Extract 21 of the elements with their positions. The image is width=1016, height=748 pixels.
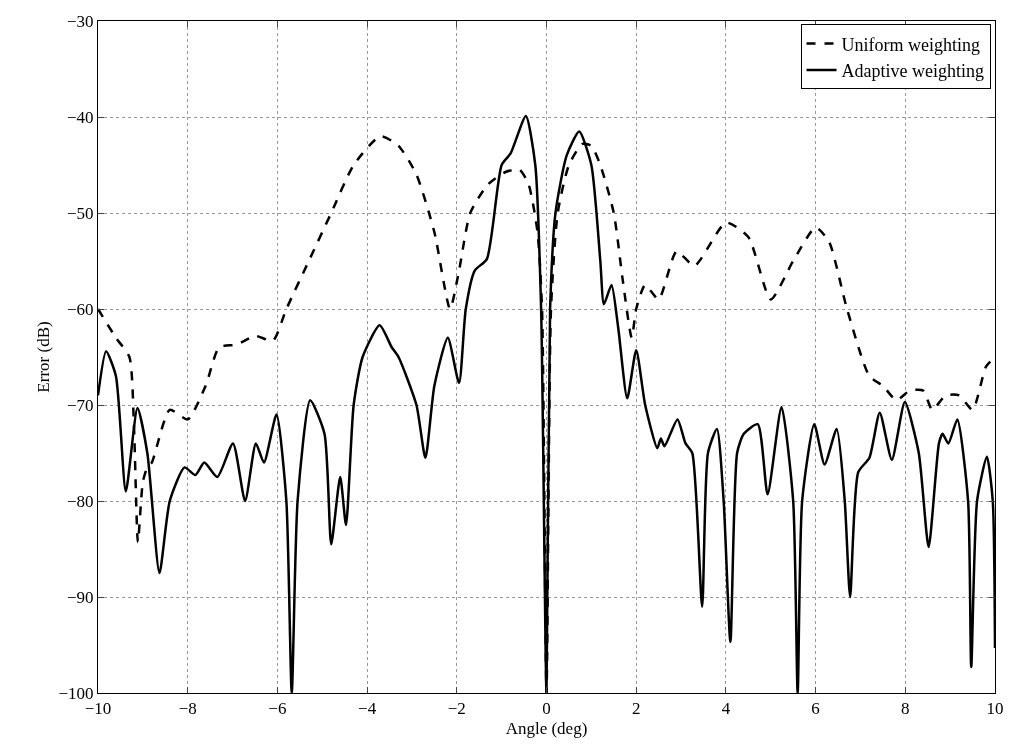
x-axis-title: Angle (deg): [505, 718, 588, 738]
y-tick-label: −60: [67, 299, 94, 319]
legend-label: Adaptive weighting: [841, 60, 984, 81]
x-tick-label: −6: [268, 699, 287, 719]
x-tick-label: 0: [542, 699, 551, 719]
x-tick-label: 6: [811, 699, 820, 719]
y-tick-label: −30: [67, 11, 94, 31]
y-tick-label: −40: [67, 107, 94, 127]
legend-label: Uniform weighting: [841, 34, 980, 55]
x-tick-label: 8: [901, 699, 910, 719]
x-tick-label: −2: [447, 699, 466, 719]
x-tick-label: 10: [986, 699, 1004, 719]
y-tick-label: −90: [67, 587, 94, 607]
y-axis-title: Error (dB): [34, 321, 54, 393]
y-tick-label: −50: [67, 203, 94, 223]
y-tick-label: −70: [67, 395, 94, 415]
x-tick-label: 2: [631, 699, 641, 719]
x-tick-label: 4: [721, 699, 731, 719]
x-tick-label: −8: [178, 699, 197, 719]
x-tick-label: −4: [358, 699, 377, 719]
y-tick-label: −80: [67, 491, 94, 511]
